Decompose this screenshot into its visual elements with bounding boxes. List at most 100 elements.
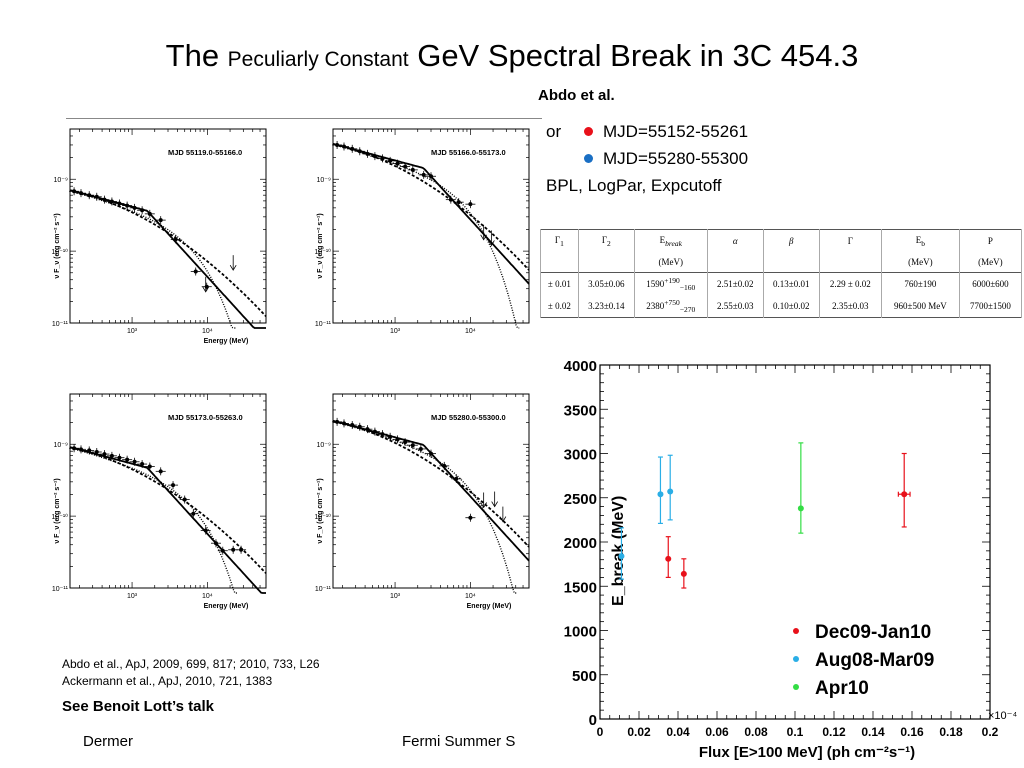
reference-2: Ackermann et al., ApJ, 2010, 721, 1383 (62, 674, 273, 688)
data-point (421, 172, 426, 177)
unit-cell (577, 252, 635, 273)
plot-frame (332, 393, 530, 589)
y-tick-label: 10⁻¹¹ (52, 321, 69, 328)
x-tick-label: 0.14 (861, 725, 885, 739)
x-tick-label: 10⁴ (202, 328, 213, 335)
data-point (117, 455, 122, 460)
red-dot-icon (584, 127, 593, 136)
data-point (667, 488, 674, 495)
y-tick-label: 10⁻¹⁰ (52, 513, 68, 521)
data-point (203, 528, 208, 533)
divider (66, 118, 542, 119)
col-header: β (762, 229, 820, 252)
table-cell: ± 0.01 (540, 272, 579, 295)
data-point (403, 440, 408, 445)
y-tick-label: 10⁻⁹ (54, 177, 68, 184)
y-tick-label: 10⁻⁹ (54, 442, 68, 449)
data-point (191, 511, 196, 516)
model-expcutoff-line (332, 420, 518, 594)
data-point (454, 476, 459, 481)
data-point (410, 443, 415, 448)
y-tick-label: 10⁻¹⁰ (315, 513, 331, 521)
legend-top-prefix: or (546, 122, 562, 141)
data-point (442, 463, 447, 468)
data-point (365, 427, 370, 432)
data-point (342, 144, 347, 149)
legend-label: Dec09-Jan10 (815, 622, 931, 643)
table-cell: 0.13±0.01 (762, 272, 820, 295)
sed-plot-2: 10³ 10⁴ 10⁻⁹ 10⁻¹⁰ 10⁻¹¹ MJD 55166.0-55173.0 ν… (315, 128, 530, 335)
x-tick-label: 0.16 (900, 725, 924, 739)
unit-cell (818, 252, 882, 273)
data-point (372, 154, 377, 159)
data-point (372, 429, 377, 434)
x-tick-label: 0.02 (627, 725, 651, 739)
data-point (231, 547, 236, 552)
data-point (72, 446, 77, 451)
parameter-table: Γ1 Γ2 Ebreak α β Γ Eb P (MeV) (MeV) (MeV… (540, 229, 1023, 318)
y-axis-label: E_break (MeV) (610, 496, 627, 606)
data-point (418, 446, 423, 451)
legend-marker (793, 684, 799, 690)
table-cell: ± 0.02 (540, 295, 579, 318)
x-tick-label: 10³ (127, 328, 138, 335)
upper-limit-arrowhead (480, 502, 487, 509)
upper-limit-arrowhead (202, 286, 210, 293)
table-cell: 6000±600 (958, 272, 1023, 295)
data-point (173, 237, 178, 242)
table-cell: 2.35±0.03 (818, 295, 882, 318)
x-tick-label: 10⁴ (465, 328, 476, 335)
data-point (380, 432, 385, 437)
model-logpar-line (69, 189, 267, 317)
table-cell: 2.51±0.02 (706, 272, 764, 295)
table-cell: 2.55±0.03 (706, 295, 764, 318)
blue-dot-icon (584, 154, 593, 163)
data-point (72, 189, 77, 194)
sed-plot-3: 10³ 10⁴ 10⁻⁹ 10⁻¹⁰ 10⁻¹¹ MJD 55173.0-55263.0 E… (52, 393, 267, 610)
data-point (140, 208, 145, 213)
table-cell: 960±500 MeV (880, 295, 960, 318)
unit-cell: (MeV) (958, 252, 1023, 273)
y-tick-label: 2000 (564, 535, 597, 552)
x-axis-label: Flux [E>100 MeV] (ph cm⁻²s⁻¹) (699, 744, 915, 761)
panel-title: MJD 55119.0-55166.0 (168, 148, 242, 157)
data-point (171, 483, 176, 488)
data-point (403, 164, 408, 169)
y-axis-label: ν F_ν (erg cm⁻² s⁻¹) (317, 478, 324, 543)
col-header: Γ (818, 229, 882, 252)
x-tick-label: 10³ (390, 328, 401, 335)
model-logpar-line (69, 446, 267, 574)
data-point (468, 202, 473, 207)
plot-frame (332, 128, 530, 324)
reference-1: Abdo et al., ApJ, 2009, 699, 817; 2010, … (62, 657, 320, 671)
data-point (220, 548, 225, 553)
data-point (87, 448, 92, 453)
legend-top-1: or MJD=55152-55261 (546, 122, 748, 142)
data-point (380, 156, 385, 161)
x-axis-label: Energy (MeV) (204, 603, 249, 610)
table-row: ± 0.02 3.23±0.14 2380+750−270 2.55±0.03 … (540, 295, 1023, 318)
data-point (147, 464, 152, 469)
data-point (125, 203, 130, 208)
table-cell: 3.23±0.14 (577, 295, 635, 318)
x-tick-label: 10³ (390, 593, 401, 600)
y-tick-label: 10⁻¹¹ (52, 586, 69, 593)
data-point (388, 434, 393, 439)
footer-event: Fermi Summer S (402, 733, 516, 750)
y-tick-label: 10⁻⁹ (317, 442, 331, 449)
subtitle: Abdo et al. (538, 87, 615, 104)
data-point (239, 547, 244, 552)
y-tick-label: 10⁻¹¹ (315, 586, 332, 593)
sed-panel-3: 10³ 10⁴ 10⁻⁹ 10⁻¹⁰ 10⁻¹¹ MJD 55173.0-55263.0 E… (52, 388, 287, 610)
data-point (429, 174, 433, 179)
panel-title: MJD 55280.0-55300.0 (431, 413, 506, 422)
table-cell: 1590+190−160 (633, 272, 708, 295)
data-point (665, 555, 672, 562)
table-cell: 7700±1500 (958, 295, 1023, 318)
model-logpar-line (332, 420, 530, 548)
data-point (680, 570, 687, 577)
legend-marker (793, 656, 799, 662)
data-point (395, 161, 400, 166)
data-point (410, 167, 415, 172)
y-tick-label: 10⁻⁹ (317, 177, 331, 184)
